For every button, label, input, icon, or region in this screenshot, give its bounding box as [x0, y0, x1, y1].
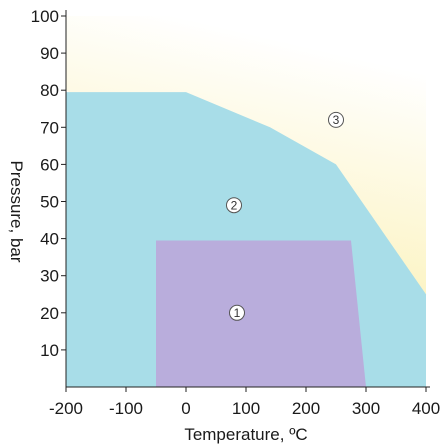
y-tick-label: 50 — [40, 193, 59, 212]
region-2-label: 2 — [226, 197, 242, 214]
x-tick-label: 0 — [181, 399, 190, 418]
y-tick-label: 20 — [40, 304, 59, 323]
x-tick-label: 100 — [232, 399, 260, 418]
y-tick-label: 70 — [40, 118, 59, 137]
y-tick-label: 90 — [40, 44, 59, 63]
x-axis-label: Temperature, ºC — [184, 425, 307, 444]
x-tick-label: 400 — [412, 399, 440, 418]
region-1-label: 1 — [229, 304, 245, 321]
x-tick-label: 300 — [352, 399, 380, 418]
axes — [65, 10, 430, 388]
y-ticks: 10 20 30 40 50 60 70 80 90 100 — [31, 7, 66, 360]
x-tick-label: -100 — [109, 399, 143, 418]
x-tick-label: 200 — [292, 399, 320, 418]
x-tick-label: -200 — [49, 399, 83, 418]
svg-text:3: 3 — [333, 113, 340, 127]
regions — [66, 16, 426, 387]
y-axis-label: Pressure, bar — [7, 160, 26, 262]
svg-text:1: 1 — [234, 306, 241, 320]
svg-text:2: 2 — [231, 198, 238, 212]
region-3-label: 3 — [328, 111, 344, 128]
region-1 — [156, 240, 366, 387]
y-tick-label: 30 — [40, 267, 59, 286]
y-tick-label: 100 — [31, 7, 59, 26]
y-tick-label: 40 — [40, 230, 59, 249]
y-tick-label: 80 — [40, 81, 59, 100]
region-labels: 3 2 1 — [226, 111, 344, 321]
y-tick-label: 10 — [40, 341, 59, 360]
x-ticks: -200 -100 0 100 200 300 400 — [49, 387, 440, 418]
y-tick-label: 60 — [40, 155, 59, 174]
